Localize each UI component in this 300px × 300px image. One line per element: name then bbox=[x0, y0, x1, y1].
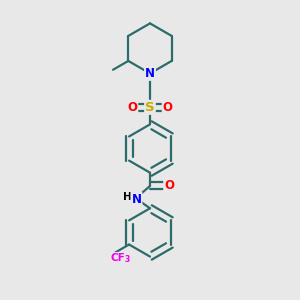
Text: H: H bbox=[123, 191, 132, 202]
Text: O: O bbox=[163, 101, 173, 114]
Text: CF: CF bbox=[110, 253, 125, 263]
Text: N: N bbox=[145, 67, 155, 80]
Text: S: S bbox=[145, 101, 155, 114]
Text: O: O bbox=[127, 101, 137, 114]
Text: 3: 3 bbox=[124, 255, 130, 264]
Text: N: N bbox=[131, 193, 142, 206]
Text: O: O bbox=[164, 179, 174, 192]
